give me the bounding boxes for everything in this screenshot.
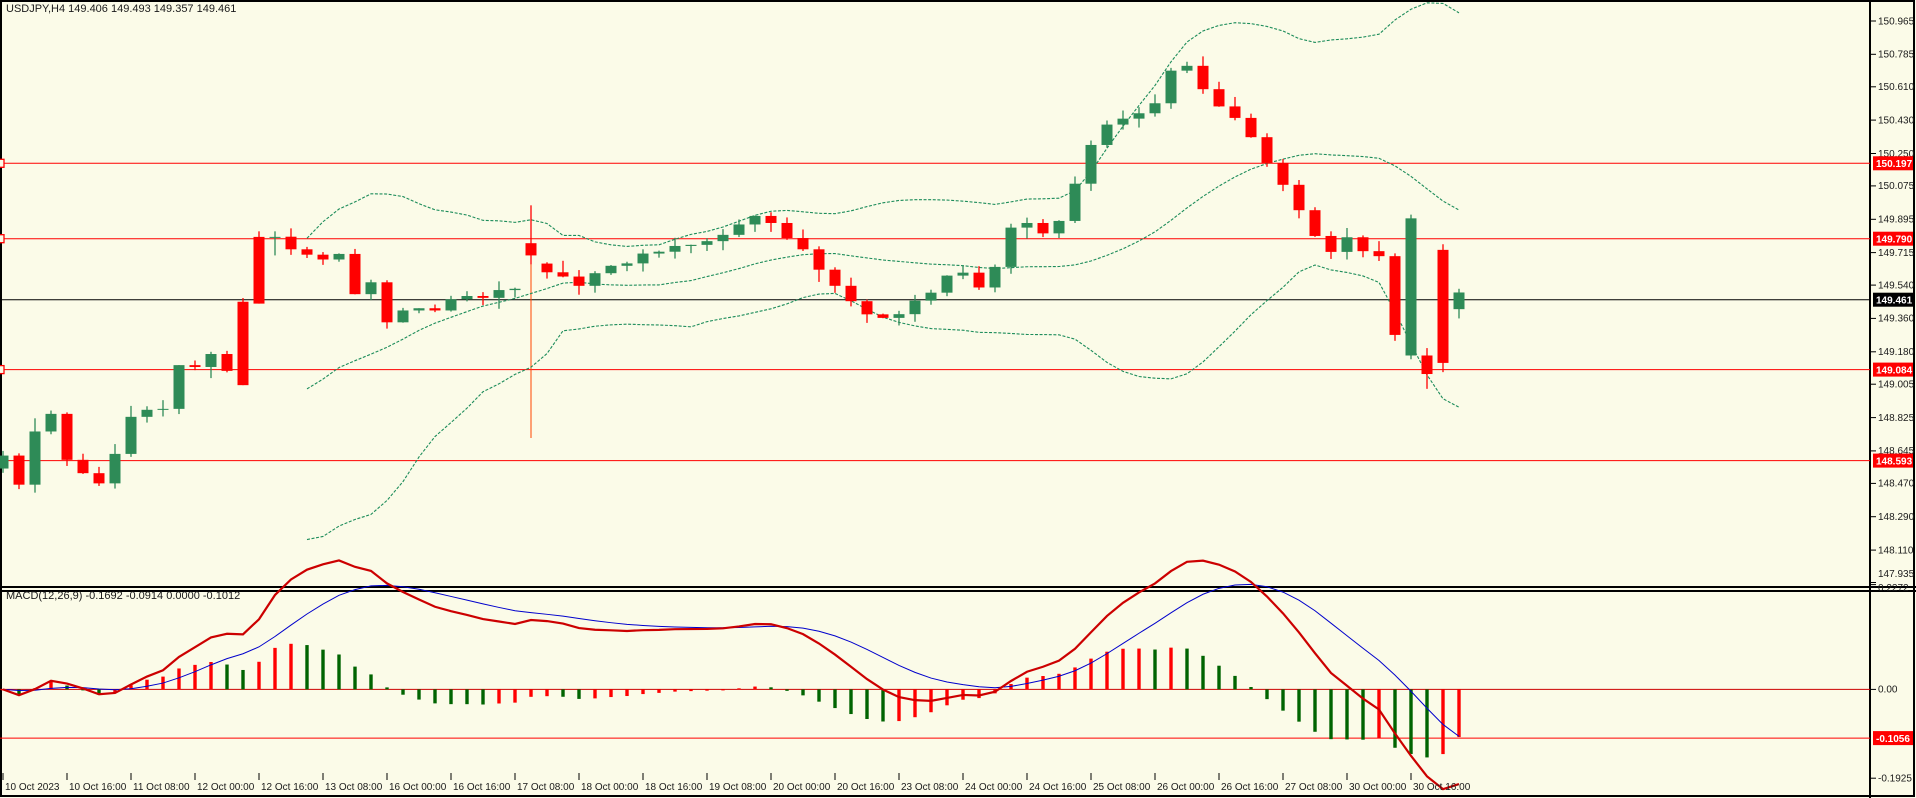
svg-text:24 Oct 16:00: 24 Oct 16:00 (1029, 782, 1087, 793)
svg-text:150.430: 150.430 (1878, 115, 1915, 126)
svg-text:MACD(12,26,9) -0.1692 -0.0914: MACD(12,26,9) -0.1692 -0.0914 0.0000 -0.… (6, 590, 240, 602)
svg-text:150.965: 150.965 (1878, 16, 1915, 27)
svg-text:0.00: 0.00 (1878, 685, 1898, 696)
svg-text:11 Oct 08:00: 11 Oct 08:00 (133, 782, 190, 793)
svg-text:USDJPY,H4 149.406 149.493 149: USDJPY,H4 149.406 149.493 149.357 149.46… (6, 3, 236, 15)
svg-text:26 Oct 00:00: 26 Oct 00:00 (1157, 782, 1215, 793)
svg-text:149.180: 149.180 (1878, 347, 1915, 358)
svg-text:148.825: 148.825 (1878, 413, 1915, 424)
svg-text:17 Oct 08:00: 17 Oct 08:00 (517, 782, 575, 793)
svg-text:149.540: 149.540 (1878, 280, 1915, 291)
svg-text:24 Oct 00:00: 24 Oct 00:00 (965, 782, 1023, 793)
svg-text:149.715: 149.715 (1878, 248, 1915, 259)
svg-text:20 Oct 16:00: 20 Oct 16:00 (837, 782, 895, 793)
svg-text:149.461: 149.461 (1876, 296, 1913, 307)
svg-text:0.2272: 0.2272 (1878, 583, 1909, 594)
svg-text:12 Oct 00:00: 12 Oct 00:00 (197, 782, 255, 793)
svg-text:13 Oct 08:00: 13 Oct 08:00 (325, 782, 383, 793)
svg-text:19 Oct 08:00: 19 Oct 08:00 (709, 782, 767, 793)
svg-text:-0.1056: -0.1056 (1876, 734, 1910, 745)
svg-text:18 Oct 00:00: 18 Oct 00:00 (581, 782, 639, 793)
svg-text:26 Oct 16:00: 26 Oct 16:00 (1221, 782, 1279, 793)
svg-text:150.075: 150.075 (1878, 181, 1915, 192)
svg-text:20 Oct 00:00: 20 Oct 00:00 (773, 782, 831, 793)
svg-text:149.790: 149.790 (1876, 235, 1913, 246)
svg-text:148.290: 148.290 (1878, 512, 1915, 523)
svg-text:23 Oct 08:00: 23 Oct 08:00 (901, 782, 959, 793)
svg-text:30 Oct 00:00: 30 Oct 00:00 (1349, 782, 1407, 793)
svg-text:149.084: 149.084 (1876, 365, 1913, 376)
svg-text:149.360: 149.360 (1878, 314, 1915, 325)
svg-text:10 Oct 16:00: 10 Oct 16:00 (69, 782, 127, 793)
svg-text:16 Oct 16:00: 16 Oct 16:00 (453, 782, 511, 793)
svg-text:147.935: 147.935 (1878, 569, 1915, 580)
svg-text:149.895: 149.895 (1878, 215, 1915, 226)
svg-text:150.610: 150.610 (1878, 82, 1915, 93)
svg-text:16 Oct 00:00: 16 Oct 00:00 (389, 782, 447, 793)
svg-text:150.785: 150.785 (1878, 50, 1915, 61)
svg-text:30 Oct 16:00: 30 Oct 16:00 (1413, 782, 1471, 793)
svg-text:25 Oct 08:00: 25 Oct 08:00 (1093, 782, 1151, 793)
svg-text:148.110: 148.110 (1878, 545, 1914, 556)
svg-text:18 Oct 16:00: 18 Oct 16:00 (645, 782, 703, 793)
svg-text:10 Oct 2023: 10 Oct 2023 (5, 782, 60, 793)
svg-text:-0.1925: -0.1925 (1878, 774, 1912, 785)
svg-text:148.593: 148.593 (1876, 456, 1913, 467)
svg-text:27 Oct 08:00: 27 Oct 08:00 (1285, 782, 1343, 793)
svg-text:149.005: 149.005 (1878, 380, 1915, 391)
svg-text:150.197: 150.197 (1876, 159, 1913, 170)
svg-text:12 Oct 16:00: 12 Oct 16:00 (261, 782, 319, 793)
svg-text:148.470: 148.470 (1878, 479, 1915, 490)
